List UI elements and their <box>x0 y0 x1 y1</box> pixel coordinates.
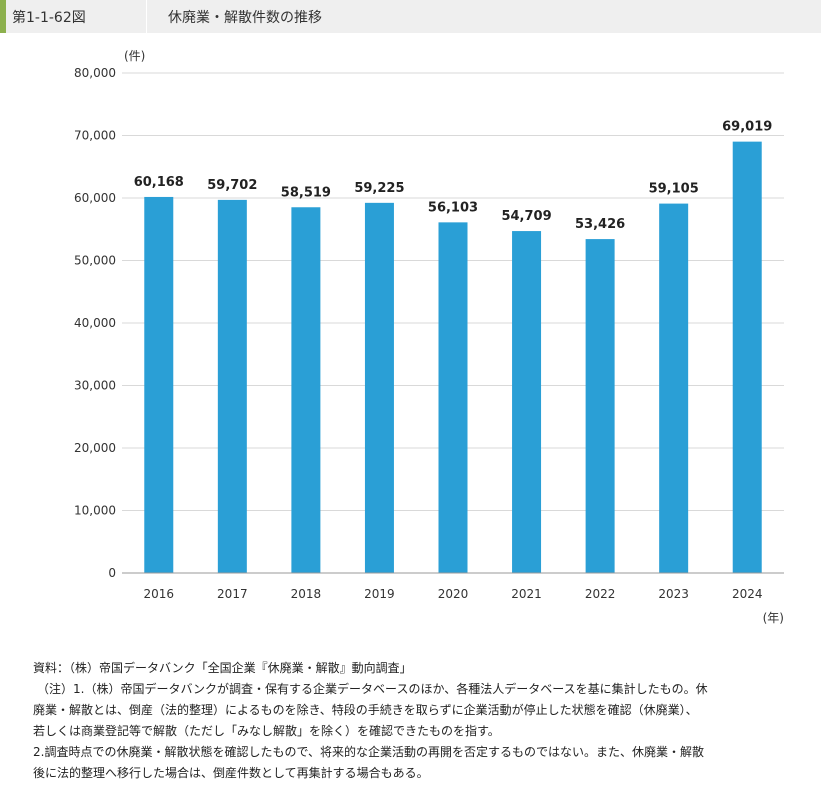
header-divider <box>146 0 147 33</box>
y-tick-label: 20,000 <box>74 441 116 455</box>
y-tick-label: 80,000 <box>74 66 116 80</box>
x-tick-label: 2017 <box>217 587 248 601</box>
bar <box>659 203 689 573</box>
bar-value-label: 60,168 <box>134 175 184 190</box>
x-tick-label: 2023 <box>658 587 689 601</box>
bar-value-label: 59,225 <box>354 181 404 196</box>
bar <box>364 202 394 573</box>
y-tick-label: 70,000 <box>74 129 116 143</box>
x-tick-label: 2018 <box>291 587 322 601</box>
bar <box>512 231 542 573</box>
y-tick-label: 30,000 <box>74 379 116 393</box>
x-tick-label: 2022 <box>585 587 616 601</box>
bar-chart: (件) 0 10,000 20,000 30,000 40,000 50,000 60,00… <box>74 49 784 625</box>
bar-value-label: 58,519 <box>281 185 331 200</box>
bar-value-label: 59,105 <box>649 182 699 197</box>
source-note: 資料：（株）帝国データバンク「全国企業『休廃業・解散』動向調査」 <box>33 661 412 675</box>
y-tick-label: 10,000 <box>74 504 116 518</box>
figure-number: 第1-1-62図 <box>12 10 86 26</box>
bar <box>438 222 468 573</box>
y-axis-ticks: 0 10,000 20,000 30,000 40,000 50,000 60,000 70,… <box>74 66 116 580</box>
figure-header: 第1-1-62図 休廃業・解散件数の推移 <box>0 0 821 33</box>
bar-value-label: 56,103 <box>428 200 478 215</box>
bar-value-label: 53,426 <box>575 217 625 232</box>
note-2-line-1: 2.調査時点での休廃業・解散状態を確認したもので、将来的な企業活動の再開を否定す… <box>33 745 704 759</box>
value-labels: 60,168 59,702 58,519 59,225 56,103 54,709 53,4… <box>134 120 773 232</box>
y-tick-label: 40,000 <box>74 316 116 330</box>
y-axis-unit: (件) <box>124 49 145 63</box>
x-tick-label: 2021 <box>511 587 542 601</box>
y-tick-label: 60,000 <box>74 191 116 205</box>
bar <box>291 207 321 573</box>
bar-value-label: 59,702 <box>207 178 257 193</box>
note-1-line-1: （注）1.（株）帝国データバンクが調査・保有する企業データベースのほか、各種法人… <box>37 682 708 696</box>
bars <box>144 141 762 574</box>
x-tick-label: 2016 <box>144 587 175 601</box>
x-axis-ticks: 2016 2017 2018 2019 2020 2021 2022 2023 2024 <box>144 587 763 601</box>
x-axis-unit: (年) <box>763 611 784 625</box>
bar <box>732 141 762 573</box>
bar-value-label: 69,019 <box>722 120 772 135</box>
note-1-line-2: 廃業・解散とは、倒産（法的整理）によるものを除き、特段の手続きを取らずに企業活動… <box>33 703 698 717</box>
note-2-line-2: 後に法的整理へ移行した場合は、倒産件数として再集計する場合もある。 <box>33 766 429 780</box>
notes: 資料：（株）帝国データバンク「全国企業『休廃業・解散』動向調査」 （注）1.（株… <box>33 658 803 784</box>
x-tick-label: 2024 <box>732 587 763 601</box>
header-accent-tab <box>0 0 6 33</box>
y-tick-label: 50,000 <box>74 254 116 268</box>
x-tick-label: 2019 <box>364 587 395 601</box>
note-1-line-3: 若しくは商業登記等で解散（ただし「みなし解散」を除く）を確認できたものを指す。 <box>33 724 500 738</box>
bar <box>585 239 615 573</box>
bar <box>217 199 247 574</box>
figure-title: 休廃業・解散件数の推移 <box>168 10 322 26</box>
bar-value-label: 54,709 <box>501 209 551 224</box>
x-tick-label: 2020 <box>438 587 469 601</box>
y-tick-label: 0 <box>108 566 116 580</box>
bar <box>144 196 174 573</box>
